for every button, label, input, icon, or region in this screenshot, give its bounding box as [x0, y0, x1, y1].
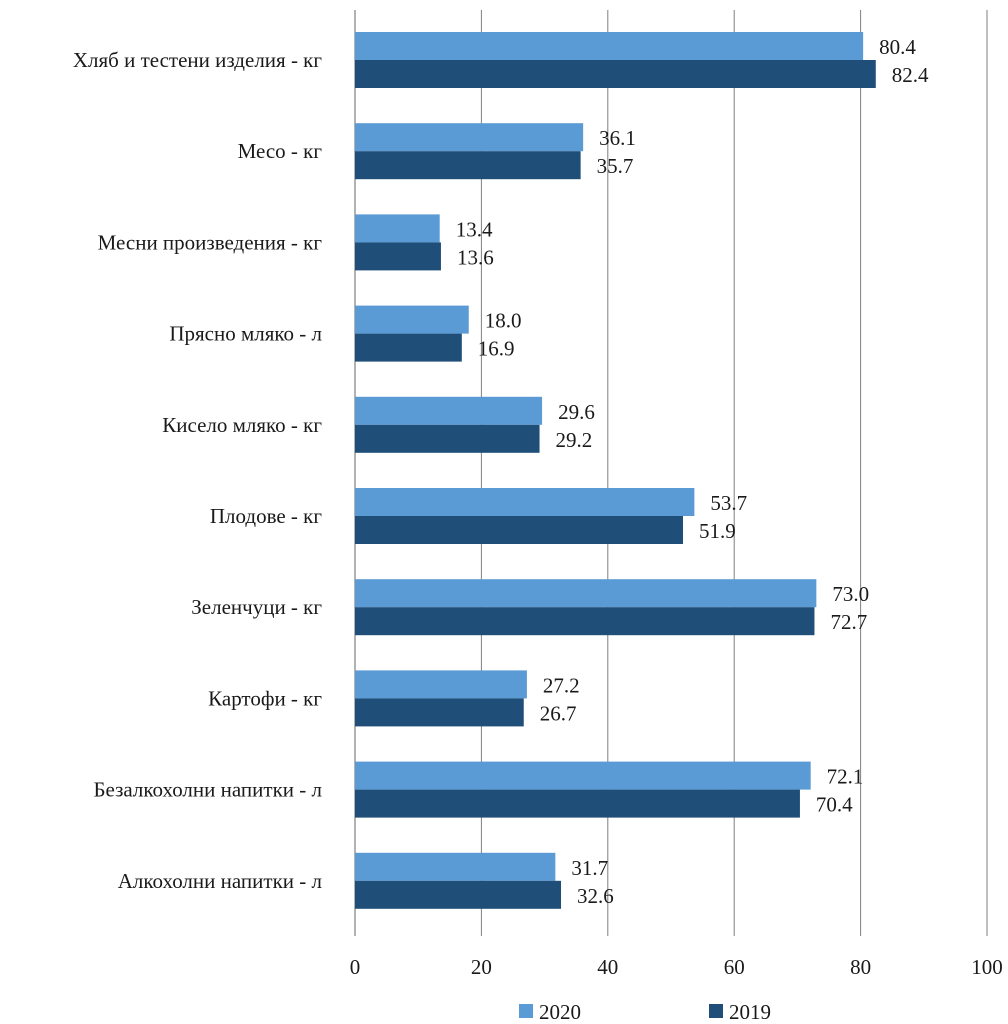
bar-2019-7 — [355, 698, 524, 727]
bar-2020-5 — [355, 488, 695, 516]
data-label-2019-4: 29.2 — [556, 428, 593, 452]
x-tick-label-80: 80 — [850, 955, 871, 979]
bar-2020-2 — [355, 214, 440, 243]
category-label-7: Картофи - кг — [208, 686, 322, 710]
x-tick-label-20: 20 — [471, 955, 492, 979]
category-label-1: Месо - кг — [238, 139, 323, 163]
data-label-2020-3: 18.0 — [485, 309, 522, 333]
category-label-3: Прясно мляко - л — [169, 322, 322, 346]
bar-2019-8 — [355, 789, 800, 818]
data-label-2020-7: 27.2 — [543, 673, 580, 697]
category-label-8: Безалкохолни напитки - л — [93, 778, 322, 802]
data-label-2019-2: 13.6 — [457, 245, 494, 269]
x-tick-label-0: 0 — [350, 955, 361, 979]
data-label-2020-6: 73.0 — [832, 582, 869, 606]
data-label-2019-7: 26.7 — [540, 701, 577, 725]
bar-2020-7 — [355, 670, 527, 699]
bar-2020-3 — [355, 305, 469, 334]
category-label-2: Месни произведения - кг — [98, 230, 323, 254]
data-label-2019-9: 32.6 — [577, 884, 614, 908]
category-labels: Хляб и тестени изделия - кг Месо - кг Месн… — [73, 48, 323, 893]
data-label-2020-9: 31.7 — [571, 856, 608, 880]
data-label-2020-1: 36.1 — [599, 126, 636, 150]
bar-2019-2 — [355, 242, 441, 271]
bar-2020-9 — [355, 852, 556, 881]
bar-2019-3 — [355, 333, 462, 362]
data-label-2020-4: 29.6 — [558, 400, 595, 424]
data-label-2019-0: 82.4 — [892, 63, 929, 87]
x-tick-label-40: 40 — [597, 955, 618, 979]
x-axis-ticks: 0 20 40 60 80 100 — [350, 955, 1003, 979]
bar-2020-1 — [355, 123, 584, 152]
x-tick-label-60: 60 — [724, 955, 745, 979]
legend-label-2019: 2019 — [729, 1000, 771, 1024]
legend-swatch-2019 — [709, 1004, 723, 1018]
data-label-2020-5: 53.7 — [710, 491, 747, 515]
category-label-0: Хляб и тестени изделия - кг — [73, 48, 323, 72]
bar-2019-5 — [355, 516, 684, 544]
bar-2019-1 — [355, 151, 581, 180]
bar-2020-8 — [355, 761, 811, 790]
bar-2020-0 — [355, 32, 864, 60]
data-label-2019-1: 35.7 — [597, 154, 634, 178]
bar-2019-4 — [355, 424, 540, 453]
legend-swatch-2020 — [519, 1004, 533, 1018]
category-label-5: Плодове - кг — [210, 504, 323, 528]
data-label-2019-3: 16.9 — [478, 337, 515, 361]
category-label-4: Кисело мляко - кг — [162, 413, 322, 437]
category-label-9: Алкохолни напитки - л — [118, 869, 322, 893]
legend: 2020 2019 — [519, 1000, 771, 1024]
bar-2019-0 — [355, 60, 876, 88]
data-label-2019-5: 51.9 — [699, 519, 736, 543]
x-tick-label-100: 100 — [971, 955, 1003, 979]
bars — [355, 32, 876, 909]
legend-label-2020: 2020 — [539, 1000, 581, 1024]
bar-2020-4 — [355, 396, 543, 425]
data-label-2020-8: 72.1 — [827, 765, 864, 789]
category-label-6: Зеленчуци - кг — [191, 595, 322, 619]
data-label-2019-6: 72.7 — [830, 610, 867, 634]
bar-2019-6 — [355, 607, 815, 636]
data-labels: 80.4 82.4 36.1 35.7 13.4 13.6 18.0 16.9 29.6 29.2… — [456, 35, 929, 908]
bar-2019-9 — [355, 880, 562, 909]
data-label-2019-8: 70.4 — [816, 793, 853, 817]
data-label-2020-2: 13.4 — [456, 217, 493, 241]
data-label-2020-0: 80.4 — [879, 35, 916, 59]
bar-2020-6 — [355, 579, 817, 608]
